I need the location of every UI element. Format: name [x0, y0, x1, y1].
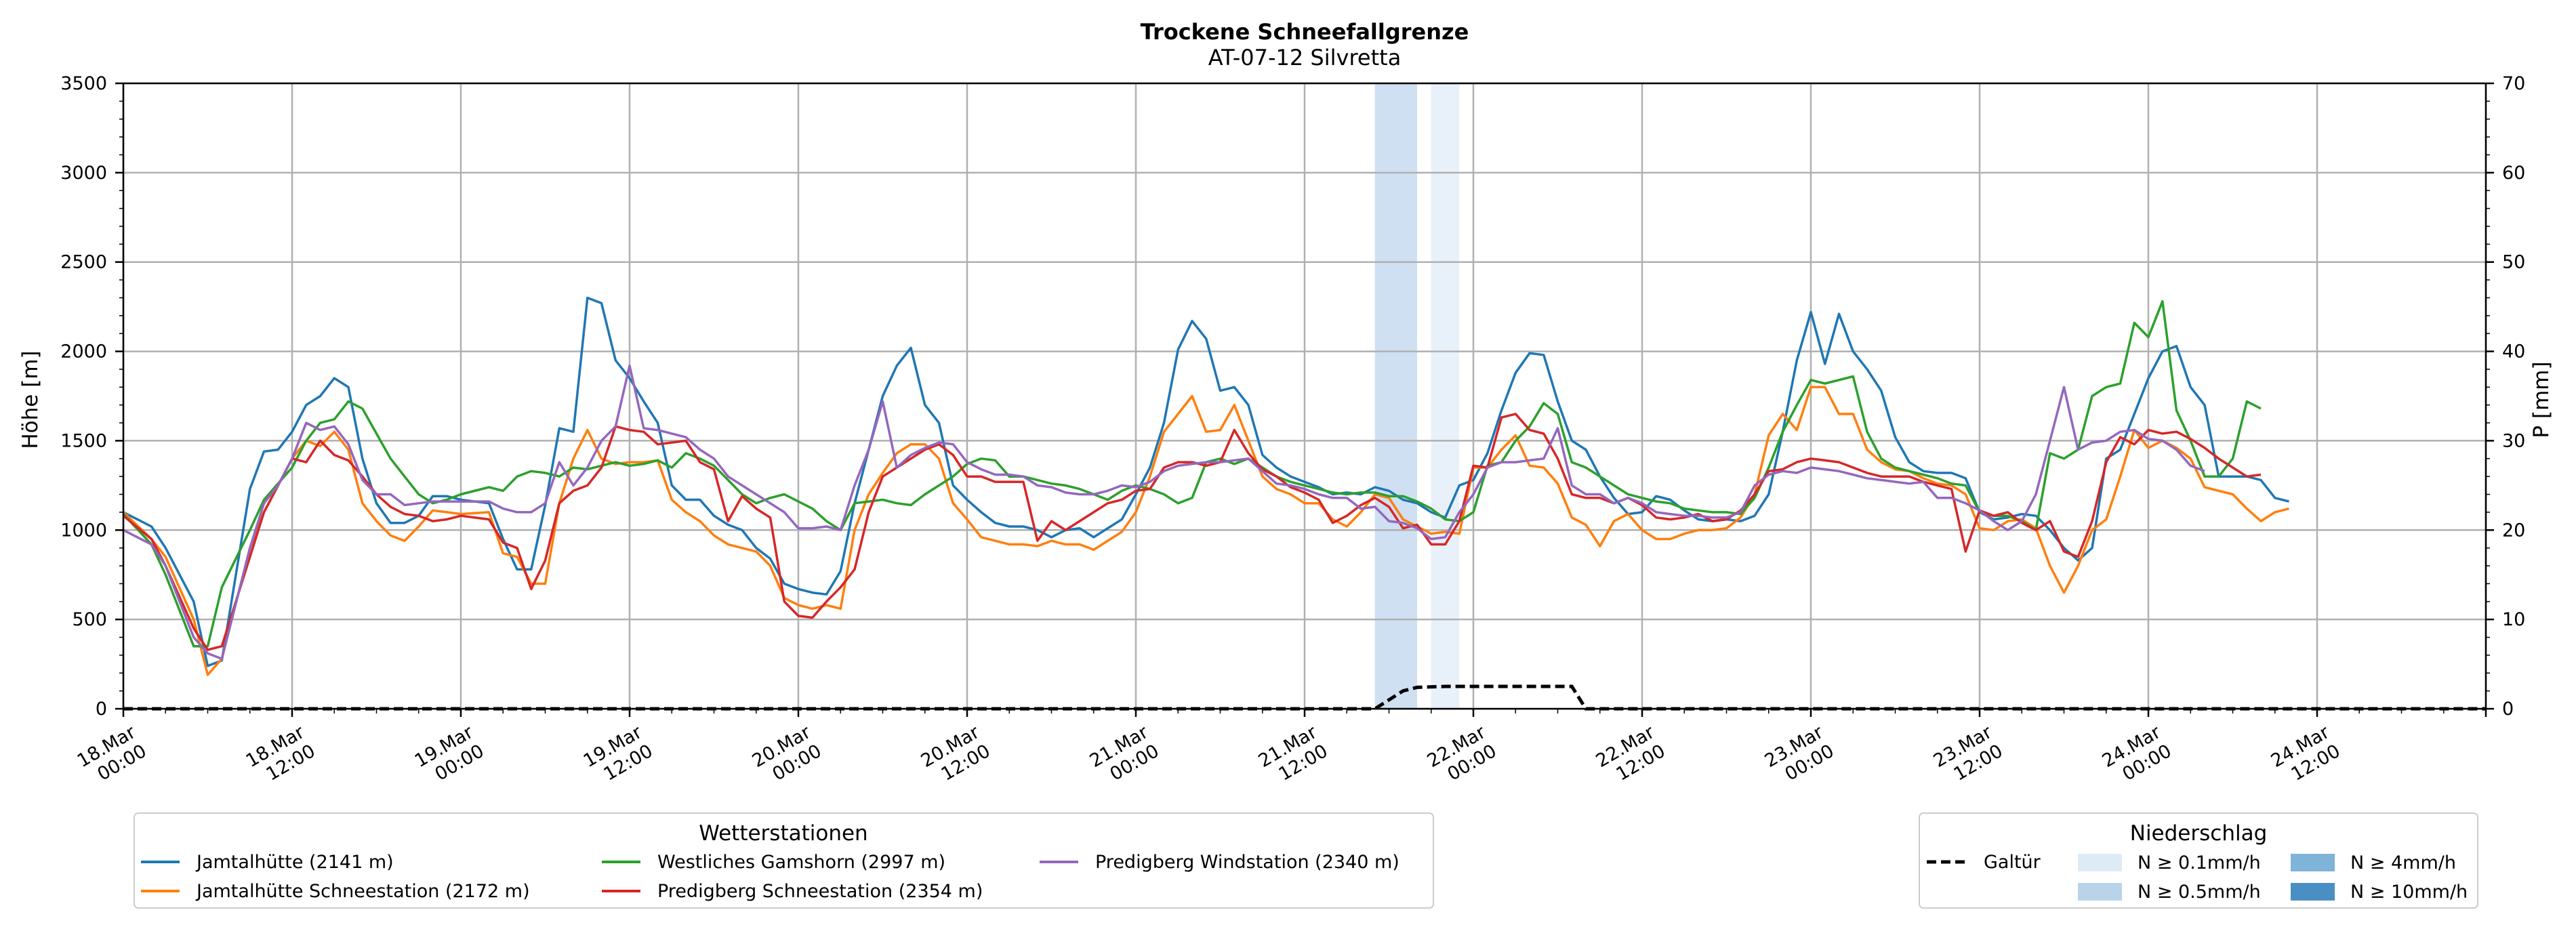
legend-precip-swatch-1 — [2078, 883, 2122, 901]
y-tick-label-7: 3500 — [60, 73, 107, 94]
legend-precip-swatch-3 — [2291, 883, 2335, 901]
y-tick-label-1: 500 — [72, 609, 107, 630]
x-tick-label-11: 23.Mar12:00 — [1930, 722, 2007, 791]
x-tick-label-1: 18.Mar12:00 — [243, 722, 320, 791]
y2-tick-label-0: 0 — [2502, 699, 2514, 720]
series-line-4 — [123, 364, 2205, 660]
y-tick-label-3: 1500 — [60, 430, 107, 451]
x-tick-label-0: 18.Mar00:00 — [74, 722, 151, 791]
x-tick-label-8: 22.Mar00:00 — [1424, 722, 1501, 791]
x-tick-label-6: 21.Mar00:00 — [1086, 722, 1164, 791]
series-line-2 — [122, 300, 2262, 648]
legend-precip-label-3: N ≥ 10mm/h — [2350, 882, 2468, 903]
y-tick-label-0: 0 — [96, 699, 107, 720]
x-tick-label-5: 20.Mar12:00 — [918, 722, 995, 791]
y-tick-label-5: 2500 — [60, 252, 107, 273]
legend-station-label-0: Jamtalhütte (2141 m) — [195, 852, 394, 873]
y2-tick-label-4: 40 — [2502, 342, 2525, 363]
legend-precip-label-1: N ≥ 0.5mm/h — [2138, 882, 2261, 903]
precip-line-layer — [123, 684, 2486, 711]
precip-band-0 — [1374, 83, 1417, 709]
x-tick-label-4: 20.Mar00:00 — [749, 722, 826, 791]
legend-stations-title: Wetterstationen — [699, 821, 867, 846]
y2-tick-label-5: 50 — [2502, 252, 2525, 273]
y-tick-label-2: 1000 — [60, 520, 107, 541]
series-line-1 — [122, 386, 2289, 676]
y2-tick-label-6: 60 — [2502, 163, 2525, 184]
legend-precip-swatch-0 — [2078, 854, 2122, 871]
legend-precip-label-2: N ≥ 4mm/h — [2350, 852, 2456, 873]
legend-precip-title: Niederschlag — [2130, 821, 2268, 846]
x-tick-label-2: 19.Mar00:00 — [411, 722, 489, 791]
legend-station-label-3: Predigberg Schneestation (2354 m) — [657, 881, 983, 902]
y2-tick-label-2: 20 — [2502, 520, 2525, 541]
precip-bands — [1374, 83, 1460, 709]
chart-subtitle: AT-07-12 Silvretta — [1208, 45, 1402, 70]
grid — [122, 82, 2487, 710]
legend-precip-label-0: N ≥ 0.1mm/h — [2138, 852, 2261, 873]
legend-station-label-2: Westliches Gamshorn (2997 m) — [657, 852, 945, 873]
legend-stations: Wetterstationen Jamtalhütte (2141 m) Jamt… — [134, 812, 1434, 909]
y2-tick-label-3: 30 — [2502, 430, 2525, 451]
legend-precip-swatch-2 — [2291, 854, 2335, 871]
x-tick-label-3: 19.Mar12:00 — [580, 722, 657, 791]
x-tick-label-10: 23.Mar00:00 — [1761, 722, 1839, 791]
x-tick-label-7: 21.Mar12:00 — [1255, 722, 1332, 791]
legend-precip-frame — [1919, 812, 2478, 909]
precip-line-galtuer — [123, 684, 2486, 711]
series-lines — [122, 296, 2289, 676]
precip-band-1 — [1431, 83, 1460, 709]
series-line-0 — [123, 296, 2289, 667]
y2-axis-title: P [mm] — [2529, 361, 2554, 438]
series-line-3 — [122, 413, 2262, 651]
y-tick-label-6: 3000 — [60, 163, 107, 184]
x-tick-label-13: 24.Mar12:00 — [2268, 722, 2345, 791]
legend-stations-frame — [134, 812, 1434, 909]
legend-station-label-1: Jamtalhütte Schneestation (2172 m) — [195, 881, 530, 902]
y-axis-title: Höhe [m] — [18, 350, 43, 449]
chart-title: Trockene Schneefallgrenze — [1141, 19, 1469, 45]
y2-tick-label-1: 10 — [2502, 609, 2525, 630]
x-tick-label-12: 24.Mar00:00 — [2099, 722, 2176, 791]
x-tick-label-9: 22.Mar12:00 — [1593, 722, 1670, 791]
legend-precip-line-label: Galtür — [1984, 852, 2041, 873]
y2-tick-label-7: 70 — [2502, 73, 2525, 94]
legend-precip: Niederschlag Galtür N ≥ 0.1mm/h N ≥ 0.5mm… — [1919, 812, 2478, 909]
y-tick-label-4: 2000 — [60, 342, 107, 363]
legend-station-label-4: Predigberg Windstation (2340 m) — [1095, 852, 1399, 873]
